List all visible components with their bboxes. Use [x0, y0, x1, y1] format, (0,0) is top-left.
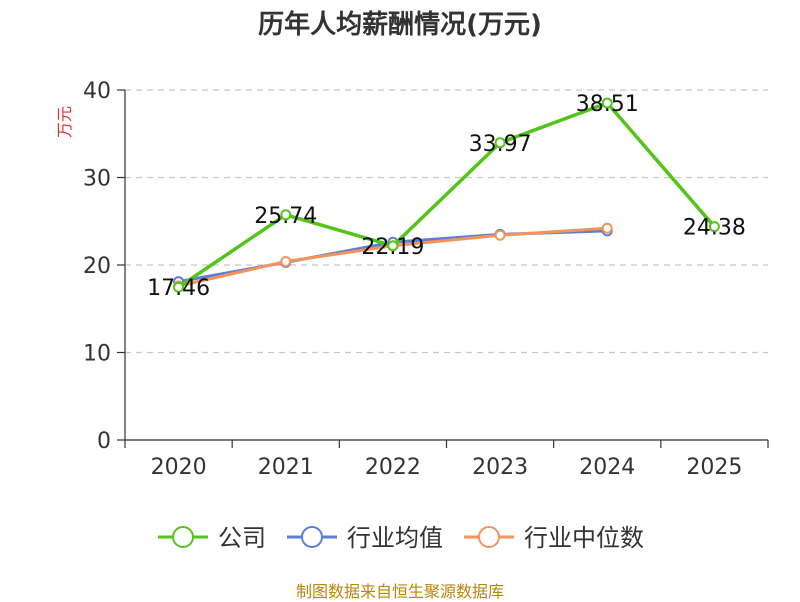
legend-marker — [172, 526, 194, 548]
x-tick-label: 2022 — [365, 455, 421, 480]
x-tick-label: 2021 — [258, 455, 314, 480]
y-tick-label: 0 — [97, 429, 111, 454]
series-layer — [173, 97, 720, 293]
data-point — [601, 97, 613, 109]
source-note: 制图数据来自恒生聚源数据库 — [295, 582, 504, 601]
x-tick-label: 2020 — [151, 455, 207, 480]
data-point — [494, 137, 506, 149]
legend: 公司 行业均值 行业中位数 — [158, 524, 644, 552]
legend-label: 行业中位数 — [524, 524, 644, 552]
grid-layer — [125, 89, 768, 354]
data-label: 24.38 — [683, 216, 746, 241]
legend-item: 公司 — [158, 524, 266, 552]
data-point — [280, 256, 292, 267]
data-point — [280, 209, 292, 221]
series-line — [177, 101, 716, 289]
axis-layer: 0 10 20 30 40 2020 2021 2022 2023 2024 2025 — [83, 79, 769, 480]
data-label: 22.19 — [361, 235, 424, 260]
x-tick-label: 2023 — [472, 455, 528, 480]
data-point — [494, 229, 506, 241]
legend-marker — [301, 526, 323, 548]
y-tick-label: 20 — [83, 254, 111, 279]
legend-item: 行业中位数 — [464, 524, 644, 552]
legend-label: 公司 — [218, 524, 266, 552]
x-tick-label: 2025 — [686, 455, 742, 480]
y-tick-label: 40 — [83, 79, 111, 104]
data-point — [173, 281, 185, 293]
data-point — [708, 221, 720, 233]
series-company — [173, 97, 720, 293]
data-point — [601, 222, 613, 234]
y-axis-label: 万元 — [55, 106, 74, 138]
legend-marker — [478, 526, 500, 548]
y-tick-label: 10 — [83, 342, 111, 367]
data-label: 33.97 — [469, 132, 532, 157]
y-tick-label: 30 — [83, 167, 111, 192]
data-label: 38.51 — [576, 92, 639, 117]
data-label: 17.46 — [147, 276, 210, 301]
x-tick-label: 2024 — [579, 455, 635, 480]
data-label: 25.74 — [254, 204, 317, 229]
legend-label: 行业均值 — [347, 524, 443, 552]
data-point — [387, 240, 399, 252]
chart-title: 历年人均薪酬情况(万元) — [258, 10, 542, 40]
legend-item: 行业均值 — [287, 524, 443, 552]
data-label-layer: 17.46 25.74 22.19 33.97 38.51 24.38 — [147, 92, 746, 301]
